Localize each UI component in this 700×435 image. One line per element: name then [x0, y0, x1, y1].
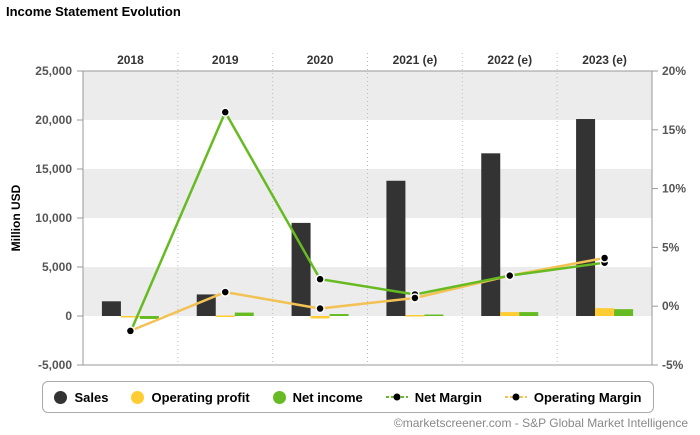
- y-tick-label: 15,000: [35, 162, 72, 176]
- legend-swatch-operating-margin: [504, 393, 527, 401]
- net-margin-point: [220, 107, 230, 117]
- operating-margin-point: [220, 287, 230, 297]
- bar-operating-profit: [215, 315, 235, 318]
- legend-label-operating-profit: Operating profit: [151, 389, 250, 405]
- bar-operating-profit: [120, 316, 140, 318]
- y-tick-label: -5,000: [38, 358, 72, 372]
- chart-title: Income Statement Evolution: [6, 4, 181, 19]
- y2-tick-label: 10%: [662, 182, 686, 196]
- grid-band: [83, 267, 652, 316]
- legend-item-net-income[interactable]: Net income: [272, 389, 363, 405]
- category-label: 2020: [307, 53, 334, 67]
- legend-item-sales[interactable]: Sales: [54, 390, 108, 405]
- y2-tick-label: 0%: [662, 299, 680, 313]
- legend: Sales Operating profit Net income Net Ma…: [42, 381, 654, 413]
- y-axis-title: Million USD: [9, 184, 23, 251]
- operating-margin-point: [505, 270, 515, 281]
- bar-net-income: [234, 312, 254, 316]
- category-label: 2022 (e): [487, 53, 532, 67]
- net-margin-point: [315, 274, 325, 284]
- grid-band: [83, 71, 652, 120]
- y2-tick-label: 15%: [662, 123, 686, 137]
- legend-label-net-income: Net income: [292, 389, 363, 405]
- operating-margin-point: [410, 293, 420, 303]
- category-label: 2018: [117, 53, 144, 67]
- y2-tick-label: 20%: [662, 64, 686, 78]
- income-chart: -5,000 0 5,000 10,000 15,000 20,000 25,000 -5% 0…: [9, 53, 686, 372]
- bar-sales: [386, 180, 406, 316]
- legend-swatch-operating-profit: [131, 390, 145, 404]
- legend-swatch-sales: [54, 390, 68, 404]
- y2-tick-label: 5%: [662, 240, 680, 254]
- bar-net-income: [329, 314, 349, 316]
- bar-operating-profit: [310, 316, 330, 319]
- legend-item-operating-profit[interactable]: Operating profit: [131, 389, 250, 405]
- category-label: 2019: [212, 53, 239, 67]
- legend-swatch-net-margin: [385, 393, 408, 401]
- bar-net-income: [139, 316, 159, 319]
- bar-net-income: [519, 312, 539, 316]
- bar-operating-profit: [405, 315, 425, 317]
- operating-margin-point: [125, 326, 136, 336]
- bar-sales: [101, 301, 121, 316]
- category-label: 2021 (e): [393, 53, 438, 67]
- bar-operating-profit: [595, 308, 615, 316]
- net-margin-line: [129, 109, 605, 333]
- bar-sales: [481, 153, 501, 316]
- source-credit: ©marketscreener.com - S&P Global Market …: [393, 416, 688, 430]
- y-tick-label: 25,000: [35, 64, 72, 78]
- y-tick-label: 10,000: [35, 211, 72, 225]
- bar-net-income: [614, 309, 634, 316]
- legend-label-operating-margin: Operating Margin: [533, 389, 642, 405]
- bar-sales: [576, 119, 596, 317]
- y-tick-label: 20,000: [35, 113, 72, 127]
- legend-label-net-margin: Net Margin: [414, 389, 482, 405]
- category-label: 2023 (e): [582, 53, 627, 67]
- bar-operating-profit: [500, 312, 520, 316]
- legend-item-net-margin[interactable]: Net Margin: [385, 389, 482, 405]
- legend-label-sales: Sales: [74, 389, 109, 405]
- y-tick-label: 5,000: [42, 260, 72, 274]
- operating-margin-point: [315, 303, 325, 314]
- y2-tick-label: -5%: [662, 358, 684, 372]
- bar-sales: [196, 294, 216, 316]
- y-tick-label: 0: [65, 309, 72, 323]
- bar-sales: [291, 222, 311, 316]
- legend-swatch-net-income: [272, 390, 286, 404]
- bar-net-income: [424, 314, 444, 317]
- operating-margin-point: [599, 253, 610, 263]
- legend-item-operating-margin[interactable]: Operating Margin: [504, 389, 642, 405]
